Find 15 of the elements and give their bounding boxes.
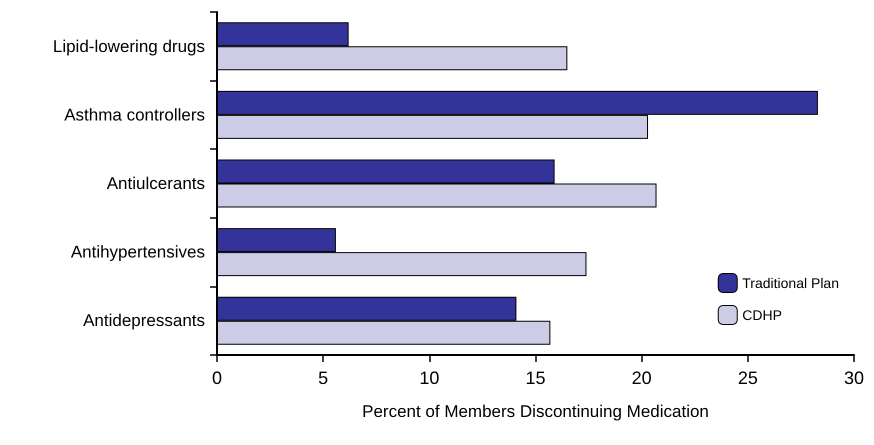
x-tick-label: 5: [318, 368, 328, 388]
x-tick-label: 0: [212, 368, 222, 388]
x-tick-label: 15: [525, 368, 546, 388]
x-axis-title: Percent of Members Discontinuing Medication: [362, 402, 709, 421]
y-tick-label: Asthma controllers: [64, 105, 205, 124]
x-tick-label: 10: [419, 368, 440, 388]
y-tick-label: Lipid-lowering drugs: [52, 36, 205, 56]
legend-label: CDHP: [742, 307, 782, 323]
y-tick-label: Antiulcerants: [106, 174, 205, 193]
y-tick-label: Antidepressants: [83, 311, 205, 330]
x-tick-label: 30: [844, 368, 864, 388]
y-tick-label: Antihypertensives: [70, 242, 205, 262]
x-tick-label: 25: [738, 368, 758, 388]
x-tick-label: 20: [632, 368, 652, 388]
legend-label: Traditional Plan: [742, 275, 840, 291]
